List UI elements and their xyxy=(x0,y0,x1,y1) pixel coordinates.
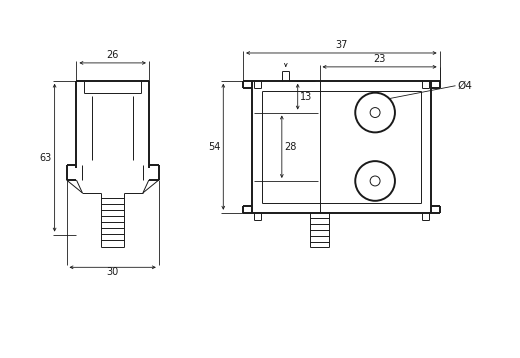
Text: 28: 28 xyxy=(284,142,297,152)
Text: Ø4: Ø4 xyxy=(458,81,472,91)
Text: 37: 37 xyxy=(335,40,347,50)
Text: 26: 26 xyxy=(107,50,119,60)
Text: 54: 54 xyxy=(208,142,220,152)
Text: 23: 23 xyxy=(373,54,386,64)
Text: 30: 30 xyxy=(107,267,119,277)
Text: 63: 63 xyxy=(40,153,51,163)
Text: 13: 13 xyxy=(301,92,313,102)
